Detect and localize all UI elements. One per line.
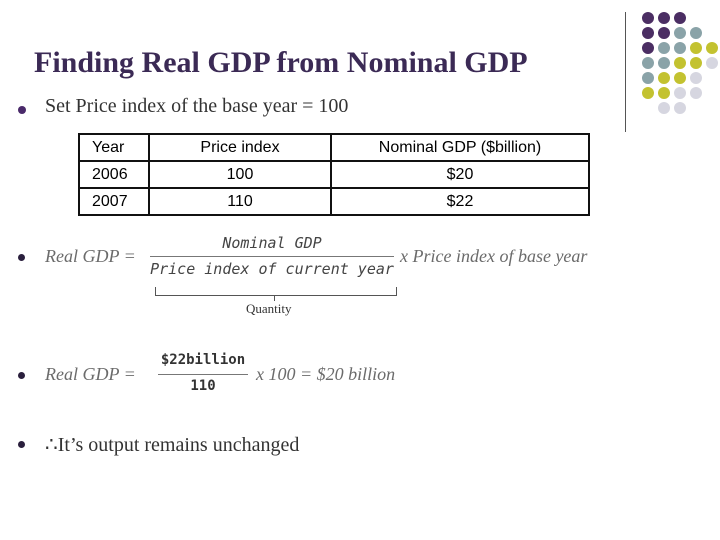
bullet-icon bbox=[18, 372, 25, 379]
decor-dot bbox=[690, 87, 702, 99]
decor-dot bbox=[674, 102, 686, 114]
quantity-label: Quantity bbox=[246, 301, 292, 316]
decor-dot bbox=[690, 42, 702, 54]
decor-dot bbox=[674, 57, 686, 69]
decor-dot bbox=[706, 42, 718, 54]
table-header-cell: Nominal GDP ($billion) bbox=[330, 133, 590, 162]
decor-dot bbox=[690, 57, 702, 69]
decor-dot bbox=[674, 12, 686, 24]
formula2-numerator: $22billion bbox=[160, 352, 246, 368]
decor-dot bbox=[642, 72, 654, 84]
table-cell: 2007 bbox=[78, 187, 150, 216]
formula1-rhs: x Price index of base year bbox=[400, 246, 588, 266]
fraction-bar bbox=[150, 256, 394, 257]
formula1-lhs: Real GDP = bbox=[45, 246, 136, 266]
decor-dot bbox=[642, 27, 654, 39]
table-header-cell: Year bbox=[78, 133, 150, 162]
table-cell: $22 bbox=[330, 187, 590, 216]
fraction-bar bbox=[158, 374, 248, 375]
conclusion-text: ∴It’s output remains unchanged bbox=[45, 434, 300, 456]
divider-line bbox=[625, 12, 626, 132]
bullet-icon bbox=[18, 441, 25, 448]
decor-dot bbox=[658, 42, 670, 54]
formula1-numerator: Nominal GDP bbox=[222, 234, 322, 252]
table-cell: 2006 bbox=[78, 160, 150, 189]
decor-dot bbox=[642, 42, 654, 54]
decor-dot bbox=[658, 12, 670, 24]
decor-dot bbox=[658, 87, 670, 99]
underbrace bbox=[155, 287, 397, 296]
table-row: 2007 110 $22 bbox=[78, 187, 590, 216]
decor-dot bbox=[674, 72, 686, 84]
decor-dot bbox=[658, 57, 670, 69]
formula2-lhs: Real GDP = bbox=[45, 364, 136, 384]
decor-dot bbox=[674, 87, 686, 99]
decorative-dot-grid bbox=[636, 12, 718, 122]
decor-dot bbox=[690, 27, 702, 39]
decor-dot bbox=[658, 27, 670, 39]
decor-dot bbox=[642, 87, 654, 99]
decor-dot bbox=[690, 72, 702, 84]
table-cell: 110 bbox=[148, 187, 332, 216]
decor-dot bbox=[658, 72, 670, 84]
formula2-rhs: x 100 = $20 billion bbox=[256, 364, 396, 384]
gdp-table: Year Price index Nominal GDP ($billion) … bbox=[78, 133, 590, 216]
decor-dot bbox=[674, 42, 686, 54]
decor-dot bbox=[642, 12, 654, 24]
table-header-row: Year Price index Nominal GDP ($billion) bbox=[78, 133, 590, 162]
page-title: Finding Real GDP from Nominal GDP bbox=[34, 46, 528, 79]
table-cell: $20 bbox=[330, 160, 590, 189]
decor-dot bbox=[674, 27, 686, 39]
underbrace-tick bbox=[274, 295, 275, 301]
formula1-denominator: Price index of current year bbox=[150, 260, 394, 278]
decor-dot bbox=[642, 57, 654, 69]
bullet-icon bbox=[18, 254, 25, 261]
bullet-icon bbox=[18, 106, 26, 114]
base-year-text: Set Price index of the base year = 100 bbox=[45, 95, 349, 117]
formula2-denominator: 110 bbox=[190, 378, 216, 394]
table-row: 2006 100 $20 bbox=[78, 160, 590, 189]
table-cell: 100 bbox=[148, 160, 332, 189]
table-header-cell: Price index bbox=[148, 133, 332, 162]
decor-dot bbox=[706, 57, 718, 69]
decor-dot bbox=[658, 102, 670, 114]
